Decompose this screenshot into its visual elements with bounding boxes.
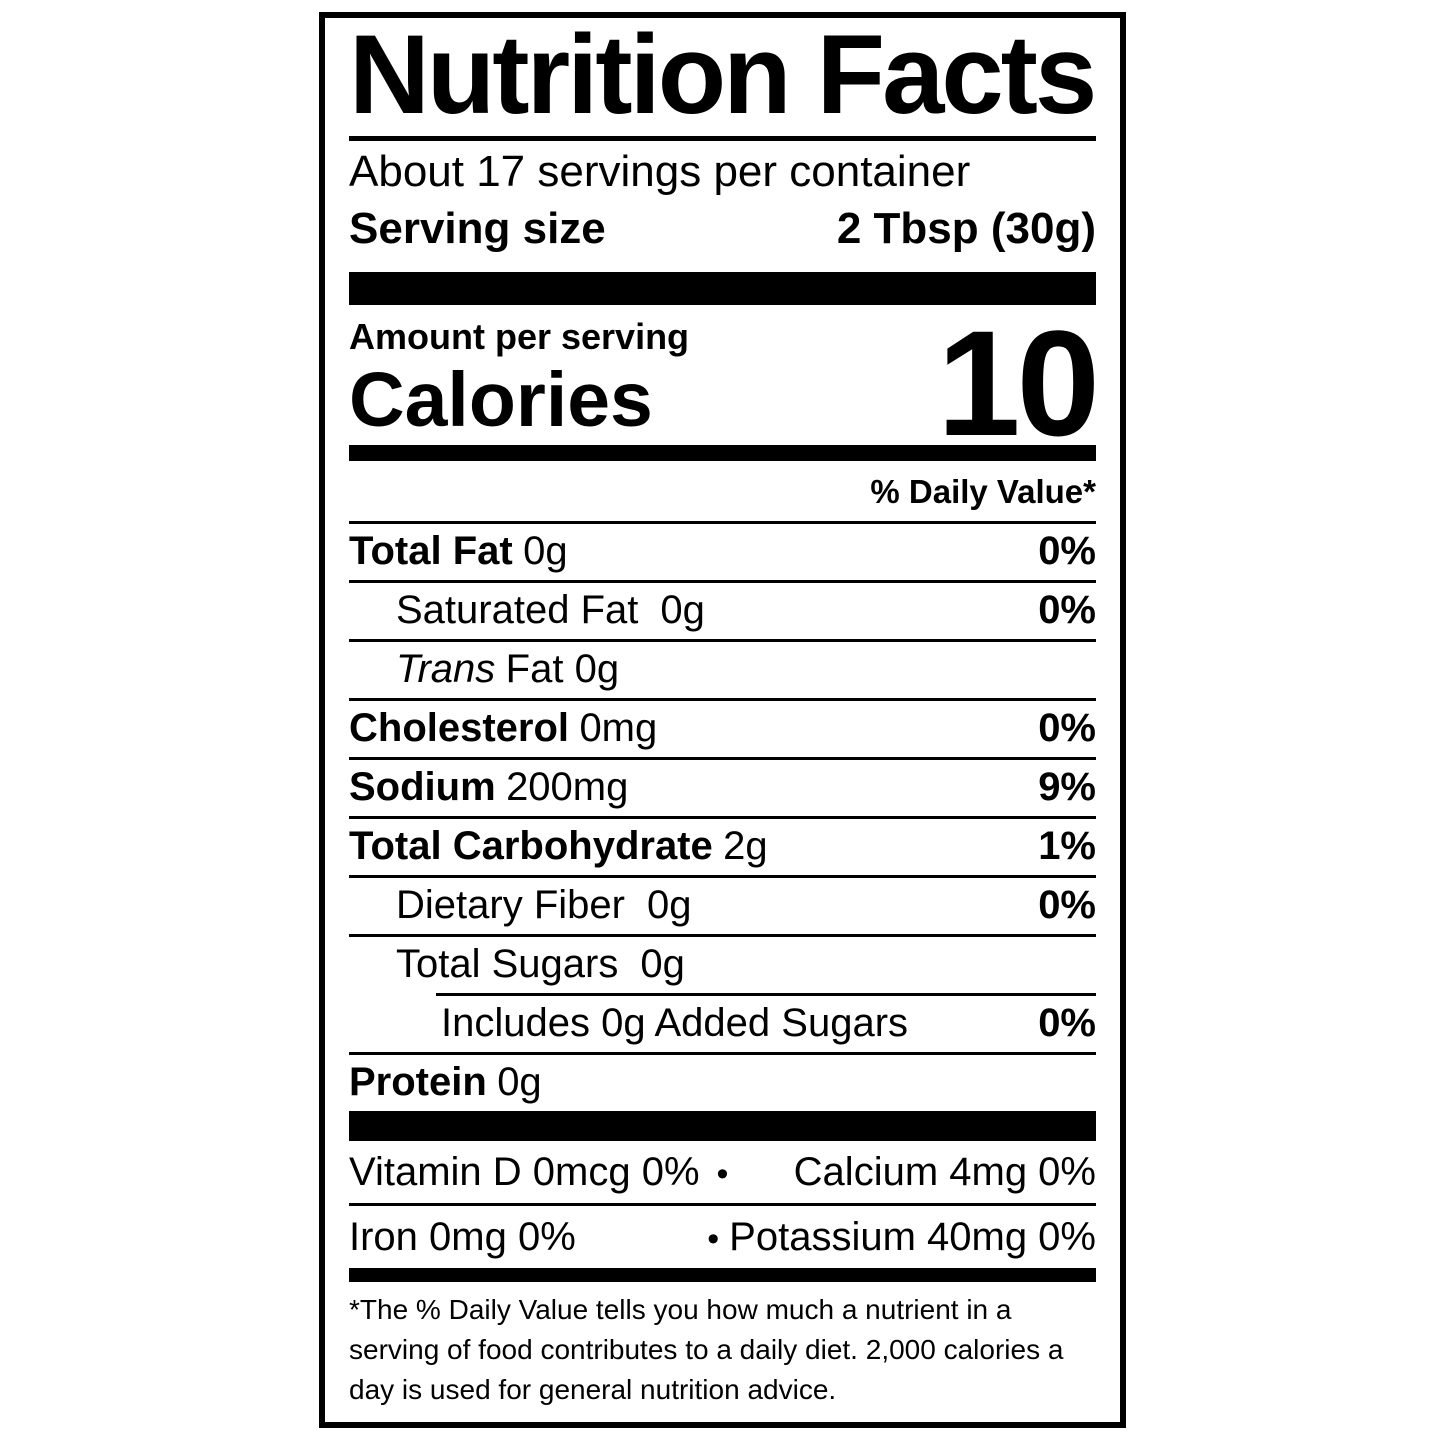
nutrient-amount: 0g xyxy=(660,588,705,633)
nutrient-name: Protein xyxy=(349,1060,487,1105)
divider xyxy=(349,816,1096,820)
nutrient-dv: 0% xyxy=(1038,883,1096,928)
title-separator xyxy=(349,136,1096,142)
daily-value-header: % Daily Value* xyxy=(870,473,1096,511)
nutrient-dv: 0% xyxy=(1038,1001,1096,1046)
nutrient-name: Includes 0g Added Sugars xyxy=(441,1001,909,1046)
serving-size-row: Serving size 2 Tbsp (30g) xyxy=(349,196,1096,272)
nutrient-row-trans-fat: Trans Fat 0g xyxy=(349,642,1096,698)
medium-separator-bar xyxy=(349,445,1096,462)
nutrient-dv: 1% xyxy=(1038,824,1096,869)
nutrient-dv: 0% xyxy=(1038,529,1096,574)
calories-left: Amount per serving Calories xyxy=(349,315,690,444)
nutrient-row-saturated-fat: Saturated Fat 0g 0% xyxy=(349,583,1096,639)
label-title: Nutrition Facts xyxy=(349,12,1097,137)
nutrient-name: Total Fat xyxy=(349,529,513,574)
bullet-separator: • xyxy=(707,1220,720,1259)
nutrient-row-cholesterol: Cholesterol 0mg 0% xyxy=(349,701,1096,757)
amount-per-serving-label: Amount per serving xyxy=(349,315,690,357)
nutrient-name: Total Sugars xyxy=(396,942,619,987)
divider-indented xyxy=(436,993,1096,997)
divider xyxy=(349,757,1096,761)
nutrient-amount: Fat 0g xyxy=(505,647,620,692)
nutrition-facts-label: Nutrition Facts About 17 servings per co… xyxy=(319,12,1126,1429)
divider xyxy=(349,1203,1096,1207)
thick-separator-bar xyxy=(349,271,1096,305)
divider xyxy=(349,521,1096,525)
daily-value-footnote: *The % Daily Value tells you how much a … xyxy=(349,1294,1064,1406)
micronutrient-vitamin-d: Vitamin D 0mcg 0% xyxy=(349,1150,700,1195)
nutrient-name: Total Carbohydrate xyxy=(349,824,713,869)
nutrient-row-dietary-fiber: Dietary Fiber 0g 0% xyxy=(349,878,1096,934)
servings-per-container: About 17 servings per container xyxy=(349,147,971,197)
nutrient-name: Sodium xyxy=(349,765,496,810)
thick-separator-bar xyxy=(349,1111,1096,1142)
nutrient-row-added-sugars: Includes 0g Added Sugars 0% xyxy=(349,996,1096,1052)
micronutrient-iron: Iron 0mg 0% xyxy=(349,1215,576,1260)
nutrient-name: Dietary Fiber xyxy=(396,883,625,928)
nutrient-name: Trans xyxy=(396,647,496,692)
divider xyxy=(349,580,1096,584)
divider xyxy=(349,934,1096,938)
calories-value: 10 xyxy=(937,298,1100,467)
medium-separator-bar xyxy=(349,1268,1096,1283)
nutrient-amount: 200mg xyxy=(506,765,629,810)
bullet-separator: • xyxy=(716,1155,729,1194)
calories-label: Calories xyxy=(349,357,653,444)
micronutrient-potassium: Potassium 40mg 0% xyxy=(729,1215,1096,1260)
micronutrient-row-1: Vitamin D 0mcg 0% • Calcium 4mg 0% xyxy=(349,1141,1096,1203)
nutrient-amount: 0g xyxy=(646,883,692,928)
nutrient-amount: 0mg xyxy=(579,706,658,751)
serving-size-label: Serving size xyxy=(349,203,606,253)
divider xyxy=(349,1052,1096,1056)
divider xyxy=(349,639,1096,643)
nutrient-row-sodium: Sodium 200mg 9% xyxy=(349,760,1096,816)
nutrient-row-total-carbohydrate: Total Carbohydrate 2g 1% xyxy=(349,819,1096,875)
nutrient-amount: 2g xyxy=(723,824,768,869)
nutrient-amount: 0g xyxy=(523,529,568,574)
micronutrient-calcium: Calcium 4mg 0% xyxy=(793,1150,1096,1195)
nutrient-name: Cholesterol xyxy=(349,706,570,751)
nutrient-dv: 0% xyxy=(1038,706,1096,751)
nutrient-dv: 0% xyxy=(1038,588,1096,633)
nutrient-name: Saturated Fat xyxy=(396,588,639,633)
nutrient-amount: 0g xyxy=(640,942,685,987)
divider xyxy=(349,875,1096,879)
nutrient-row-protein: Protein 0g xyxy=(349,1055,1096,1111)
divider xyxy=(349,698,1096,702)
nutrient-row-total-fat: Total Fat 0g 0% xyxy=(349,524,1096,580)
calories-block: Amount per serving Calories 10 xyxy=(349,298,1100,467)
nutrient-row-total-sugars: Total Sugars 0g xyxy=(349,937,1096,993)
micronutrient-row-2: Iron 0mg 0% • Potassium 40mg 0% xyxy=(349,1206,1096,1268)
nutrient-amount: 0g xyxy=(497,1060,542,1105)
serving-size-value: 2 Tbsp (30g) xyxy=(836,203,1096,253)
nutrient-dv: 9% xyxy=(1038,765,1096,810)
